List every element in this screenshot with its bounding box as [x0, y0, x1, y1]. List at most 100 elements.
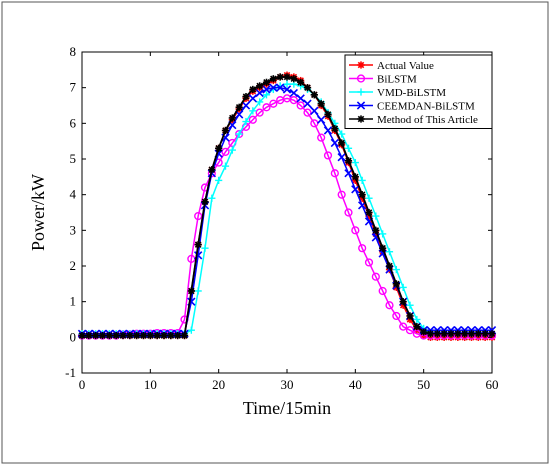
x-tick-label: 50	[417, 377, 430, 392]
data-point	[187, 287, 195, 295]
data-point	[289, 88, 298, 98]
data-point	[160, 331, 168, 340]
data-point	[262, 91, 271, 99]
data-point	[413, 315, 421, 324]
data-point	[337, 153, 346, 162]
data-point	[241, 101, 251, 110]
data-point	[249, 85, 257, 94]
data-point	[133, 331, 141, 340]
legend-entry: CEEMDAN-BiLSTM	[349, 101, 475, 113]
y-tick-label: 7	[70, 80, 77, 95]
data-point	[338, 130, 346, 138]
data-point	[153, 331, 161, 340]
x-axis-title: Time/15min	[243, 398, 331, 418]
data-point	[372, 212, 380, 220]
data-point	[242, 117, 250, 126]
data-point	[269, 99, 278, 108]
legend-entry: Method of This Article	[349, 114, 478, 126]
data-point	[338, 139, 346, 147]
data-point	[371, 272, 380, 281]
y-tick-label: 1	[70, 294, 77, 309]
y-tick-label: 4	[70, 187, 77, 202]
data-point	[399, 283, 407, 291]
data-point	[317, 100, 325, 108]
data-point	[344, 144, 353, 152]
legend-label: VMD-BiLSTM	[377, 87, 446, 99]
data-point	[187, 326, 195, 334]
legend-swatch-marker	[357, 88, 365, 96]
data-point	[276, 83, 285, 92]
data-point	[139, 331, 148, 340]
x-tick-label: 10	[144, 377, 157, 392]
legend-entry: VMD-BiLSTM	[349, 87, 446, 99]
data-point	[297, 78, 305, 86]
data-point	[208, 166, 216, 174]
y-tick-label: 2	[70, 258, 77, 273]
data-point	[379, 230, 387, 238]
legend-label: Method of This Article	[377, 114, 478, 126]
data-point	[358, 244, 367, 253]
data-point	[385, 301, 394, 310]
data-point	[358, 191, 366, 199]
data-point	[85, 331, 93, 340]
data-point	[194, 211, 203, 221]
data-point	[440, 330, 448, 338]
data-point	[351, 226, 360, 235]
data-point	[194, 287, 202, 295]
x-tick-label: 20	[212, 377, 225, 392]
data-point	[365, 208, 373, 217]
data-point	[399, 322, 408, 331]
data-point	[344, 208, 353, 217]
data-point	[126, 331, 134, 340]
data-point	[330, 169, 339, 178]
data-point	[310, 106, 319, 116]
data-point	[447, 330, 455, 338]
data-point	[248, 115, 257, 124]
data-point	[255, 88, 264, 98]
data-point	[406, 312, 414, 320]
data-point	[344, 169, 353, 178]
data-point	[433, 330, 441, 338]
data-point	[303, 108, 312, 117]
legend-label: CEEMDAN-BiLSTM	[377, 101, 475, 113]
legend-swatch-marker	[356, 101, 366, 110]
data-point	[78, 331, 86, 340]
data-point	[317, 115, 326, 124]
y-tick-label: 3	[70, 222, 77, 237]
legend-entry: BiLSTM	[349, 74, 417, 86]
data-point	[276, 73, 284, 81]
data-point	[461, 330, 469, 338]
data-point	[344, 157, 353, 165]
data-point	[481, 330, 489, 338]
data-point	[194, 241, 202, 249]
data-point	[201, 198, 209, 206]
data-point	[119, 331, 127, 340]
data-point	[406, 301, 414, 309]
data-point	[385, 262, 394, 270]
data-point	[324, 110, 332, 119]
data-point	[269, 75, 277, 83]
x-tick-label: 30	[281, 377, 294, 392]
legend-label: Actual Value	[377, 60, 434, 72]
series-4	[78, 73, 496, 340]
data-point	[331, 125, 339, 133]
data-point	[146, 331, 154, 340]
data-point	[201, 244, 209, 252]
data-point	[467, 330, 476, 338]
data-point	[488, 330, 496, 338]
x-tick-label: 40	[349, 377, 362, 392]
data-point	[317, 133, 326, 142]
y-tick-label: 8	[70, 44, 77, 59]
data-point	[337, 190, 346, 199]
data-point	[262, 85, 271, 94]
data-point	[323, 151, 333, 160]
data-point	[249, 107, 257, 115]
legend-entry: Actual Value	[349, 60, 434, 72]
y-tick-label: 0	[70, 329, 77, 344]
data-point	[378, 286, 387, 296]
data-point	[413, 323, 421, 331]
data-point	[283, 80, 291, 88]
